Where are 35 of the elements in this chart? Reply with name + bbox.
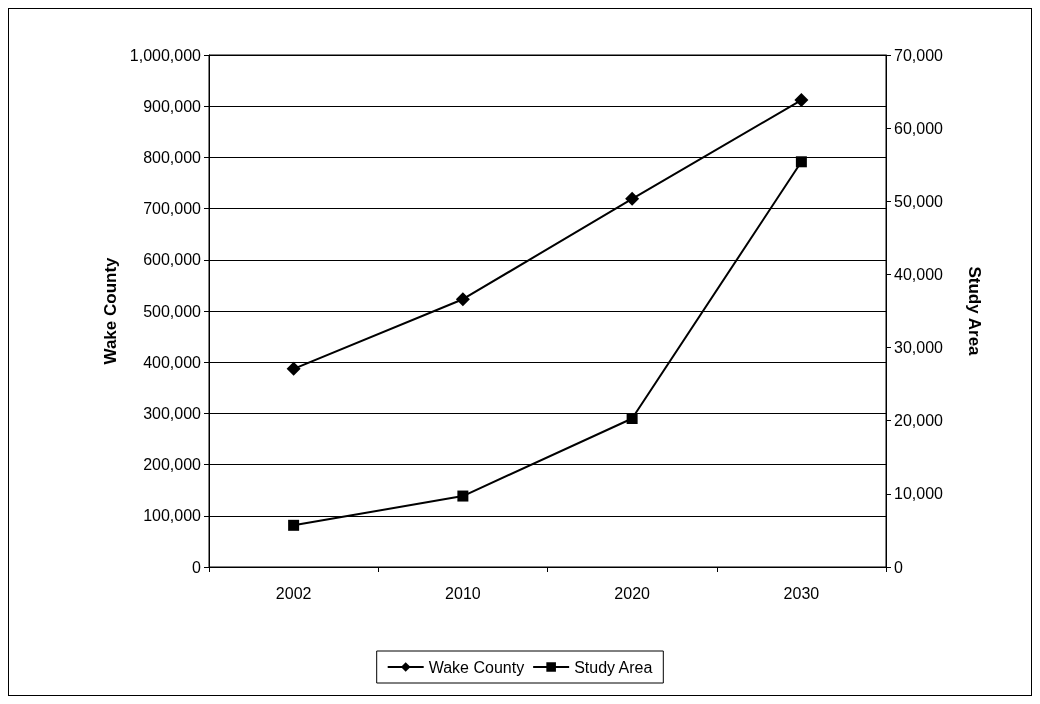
y-tick-label: 800,000 <box>143 148 202 166</box>
point <box>794 93 809 108</box>
legend-label: Study Area <box>574 658 653 676</box>
y2-tick-label: 0 <box>894 558 903 576</box>
y-tick-label: 400,000 <box>143 353 202 371</box>
x-tick-label: 2010 <box>445 584 481 602</box>
legend-label: Wake County <box>428 658 525 676</box>
y-tick-label: 1,000,000 <box>129 46 202 64</box>
x-tick-label: 2002 <box>275 584 312 602</box>
point <box>455 292 470 307</box>
y-tick-label: 700,000 <box>143 200 202 218</box>
y2-tick-label: 40,000 <box>894 265 944 283</box>
y2-tick-label: 50,000 <box>894 192 944 210</box>
point <box>457 490 469 502</box>
y-tick-label: 500,000 <box>143 302 202 320</box>
y-tick-label: 100,000 <box>143 507 202 525</box>
x-tick-label: 2030 <box>783 584 820 602</box>
y-tick-label: 0 <box>192 558 202 576</box>
y-tick-label: 900,000 <box>143 97 202 115</box>
point <box>625 191 640 206</box>
y2-tick-label: 60,000 <box>894 119 944 137</box>
y-tick-label: 200,000 <box>143 456 202 474</box>
y2-tick-label: 30,000 <box>894 339 944 357</box>
y-axis-title: Wake County <box>100 256 120 365</box>
point <box>288 519 300 531</box>
point <box>286 361 301 376</box>
y-tick-label: 300,000 <box>143 404 202 422</box>
point <box>626 413 638 425</box>
point <box>795 156 807 168</box>
y2-tick-label: 20,000 <box>894 412 944 430</box>
x-tick-label: 2020 <box>614 584 651 602</box>
y-tick-label: 600,000 <box>143 251 202 269</box>
y2-tick-label: 10,000 <box>894 485 944 503</box>
y2-tick-label: 70,000 <box>894 46 944 64</box>
y2-axis-title: Study Area <box>965 266 984 357</box>
